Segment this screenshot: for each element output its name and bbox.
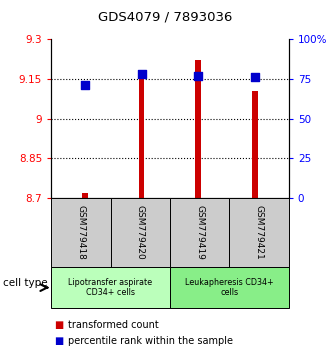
Text: GSM779418: GSM779418 xyxy=(76,205,85,260)
Text: GSM779421: GSM779421 xyxy=(254,205,264,260)
Text: GDS4079 / 7893036: GDS4079 / 7893036 xyxy=(98,10,232,23)
Bar xyxy=(252,91,258,198)
Text: ■: ■ xyxy=(54,336,64,346)
Text: ■: ■ xyxy=(54,320,64,330)
Point xyxy=(139,71,144,77)
Bar xyxy=(139,78,145,198)
Text: Leukapheresis CD34+
cells: Leukapheresis CD34+ cells xyxy=(185,278,274,297)
Text: GSM779419: GSM779419 xyxy=(195,205,204,260)
Text: Lipotransfer aspirate
CD34+ cells: Lipotransfer aspirate CD34+ cells xyxy=(69,278,152,297)
Text: GSM779420: GSM779420 xyxy=(136,205,145,260)
Bar xyxy=(195,60,201,198)
Point xyxy=(82,82,88,88)
Bar xyxy=(82,193,88,198)
Text: transformed count: transformed count xyxy=(68,320,158,330)
Point xyxy=(196,73,201,79)
Point xyxy=(252,74,257,80)
Text: percentile rank within the sample: percentile rank within the sample xyxy=(68,336,233,346)
Text: cell type: cell type xyxy=(3,278,48,289)
